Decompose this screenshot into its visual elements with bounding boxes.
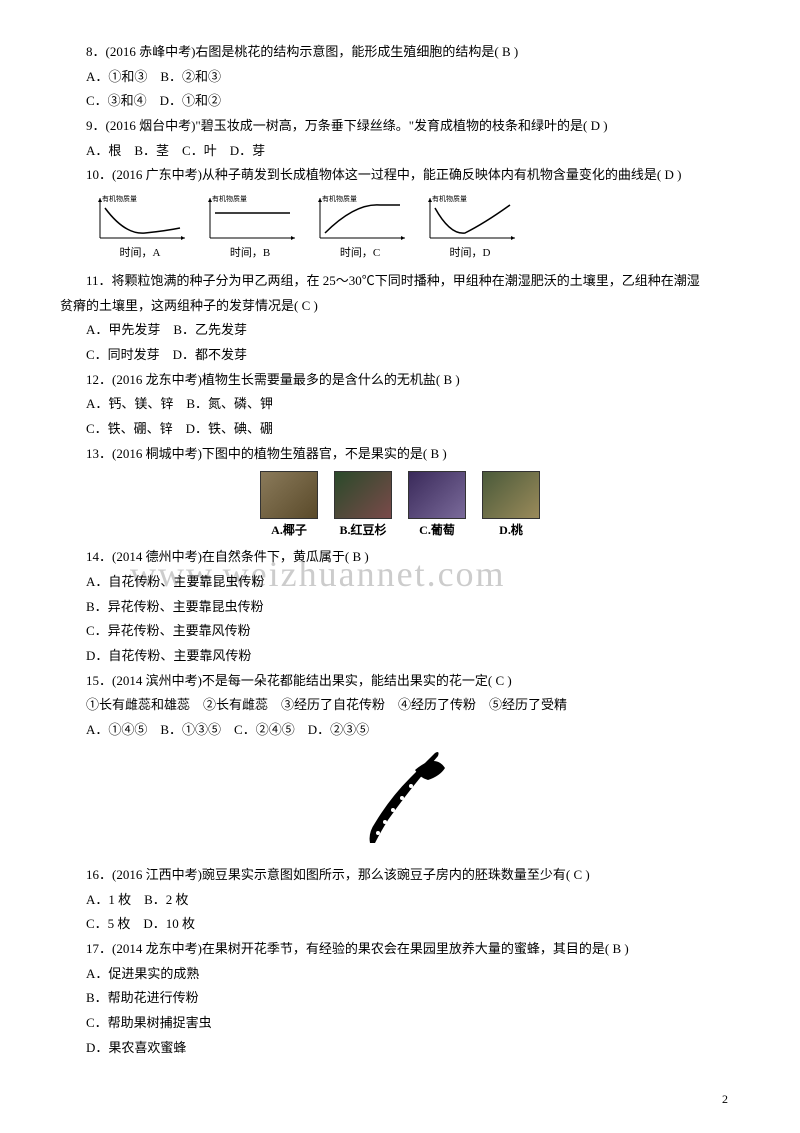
q17-optA: A．促进果实的成熟 [60, 962, 740, 987]
q8-options-line2: C．③和④ D．①和② [60, 89, 740, 114]
q17-optB: B．帮助花进行传粉 [60, 986, 740, 1011]
graph-c: 有机物质量 时间，C [310, 193, 410, 264]
q15-conditions: ①长有雌蕊和雄蕊 ②长有雌蕊 ③经历了自花传粉 ④经历了传粉 ⑤经历了受精 [60, 693, 740, 718]
q14-optB: B．异花传粉、主要靠昆虫传粉 [60, 595, 740, 620]
svg-text:有机物质量: 有机物质量 [212, 194, 247, 203]
graph-d: 有机物质量 时间，D [420, 193, 520, 264]
curve-c-icon: 有机物质量 [310, 193, 410, 243]
curve-a-icon: 有机物质量 [90, 193, 190, 243]
q12-options-line2: C．铁、硼、锌 D．铁、碘、硼 [60, 417, 740, 442]
page-number: 2 [722, 1088, 728, 1111]
q11-options-line1: A．甲先发芽 B．乙先发芽 [60, 318, 740, 343]
q8-text: 8．(2016 赤峰中考)右图是桃花的结构示意图，能形成生殖细胞的结构是( B … [60, 40, 740, 65]
q14-text: 14．(2014 德州中考)在自然条件下，黄瓜属于( B ) [60, 545, 740, 570]
svg-text:有机物质量: 有机物质量 [102, 194, 137, 203]
q14-optD: D．自花传粉、主要靠风传粉 [60, 644, 740, 669]
q17-optC: C．帮助果树捕捉害虫 [60, 1011, 740, 1036]
fruit-yew: B.红豆杉 [334, 471, 392, 542]
q11-text: 11．将颗粒饱满的种子分为甲乙两组，在 25～30℃下同时播种，甲组种在潮湿肥沃… [60, 269, 740, 294]
q12-text: 12．(2016 龙东中考)植物生长需要量最多的是含什么的无机盐( B ) [60, 368, 740, 393]
q11-options-line2: C．同时发芽 D．都不发芽 [60, 343, 740, 368]
q12-options-line1: A．钙、镁、锌 B．氮、磷、钾 [60, 392, 740, 417]
q13-fruits: A.椰子 B.红豆杉 C.葡萄 D.桃 [60, 471, 740, 542]
fruit-grape: C.葡萄 [408, 471, 466, 542]
peach-icon [482, 471, 540, 519]
svg-text:有机物质量: 有机物质量 [432, 194, 467, 203]
q9-text: 9．(2016 烟台中考)"碧玉妆成一树高，万条垂下绿丝绦。"发育成植物的枝条和… [60, 114, 740, 139]
fruit-peach: D.桃 [482, 471, 540, 542]
q13-text: 13．(2016 桐城中考)下图中的植物生殖器官，不是果实的是( B ) [60, 442, 740, 467]
q16-options-line1: A．1 枚 B．2 枚 [60, 888, 740, 913]
grape-icon [408, 471, 466, 519]
page-content: 8．(2016 赤峰中考)右图是桃花的结构示意图，能形成生殖细胞的结构是( B … [60, 40, 740, 1060]
q17-optD: D．果农喜欢蜜蜂 [60, 1036, 740, 1061]
graph-a: 有机物质量 时间，A [90, 193, 190, 264]
q17-text: 17．(2014 龙东中考)在果树开花季节，有经验的果农会在果园里放养大量的蜜蜂… [60, 937, 740, 962]
pea-pod-icon [340, 748, 460, 858]
curve-d-icon: 有机物质量 [420, 193, 520, 243]
q16-text: 16．(2016 江西中考)豌豆果实示意图如图所示，那么该豌豆子房内的胚珠数量至… [60, 863, 740, 888]
q15-options: A．①④⑤ B．①③⑤ C．②④⑤ D．②③⑤ [60, 718, 740, 743]
q10-text: 10．(2016 广东中考)从种子萌发到长成植物体这一过程中，能正确反映体内有机… [60, 163, 740, 188]
svg-text:有机物质量: 有机物质量 [322, 194, 357, 203]
graph-b: 有机物质量 时间，B [200, 193, 300, 264]
q15-text: 15．(2014 滨州中考)不是每一朵花都能结出果实，能结出果实的花一定( C … [60, 669, 740, 694]
q14-optC: C．异花传粉、主要靠风传粉 [60, 619, 740, 644]
q11-cont: 贫瘠的土壤里，这两组种子的发芽情况是( C ) [60, 294, 740, 319]
q10-graphs: 有机物质量 时间，A 有机物质量 时间，B 有机物质量 [90, 193, 740, 264]
coconut-icon [260, 471, 318, 519]
q9-options: A．根 B．茎 C．叶 D．芽 [60, 139, 740, 164]
q14-optA: A．自花传粉、主要靠昆虫传粉 [60, 570, 740, 595]
yew-icon [334, 471, 392, 519]
curve-b-icon: 有机物质量 [200, 193, 300, 243]
pea-pod-figure [60, 748, 740, 858]
q8-options-line1: A．①和③ B．②和③ [60, 65, 740, 90]
fruit-coconut: A.椰子 [260, 471, 318, 542]
q16-options-line2: C．5 枚 D．10 枚 [60, 912, 740, 937]
